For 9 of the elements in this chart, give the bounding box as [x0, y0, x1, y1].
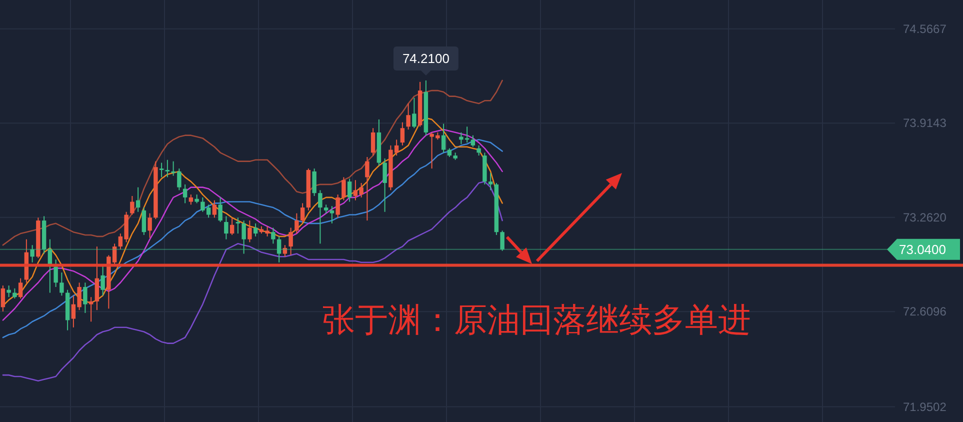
annotation: 74.2100	[402, 50, 450, 66]
title: 张于渊：原油回落继续多单进	[322, 301, 751, 338]
y-tick: 72.6096	[903, 304, 946, 319]
y-tick: 74.5667	[903, 22, 946, 36]
ref-line-label: 73.0400	[899, 242, 946, 257]
y-tick: 71.9502	[903, 400, 946, 414]
y-tick: 73.2620	[903, 210, 946, 224]
annotation: 74.2100	[393, 46, 458, 76]
y-tick: 73.9143	[903, 116, 946, 130]
